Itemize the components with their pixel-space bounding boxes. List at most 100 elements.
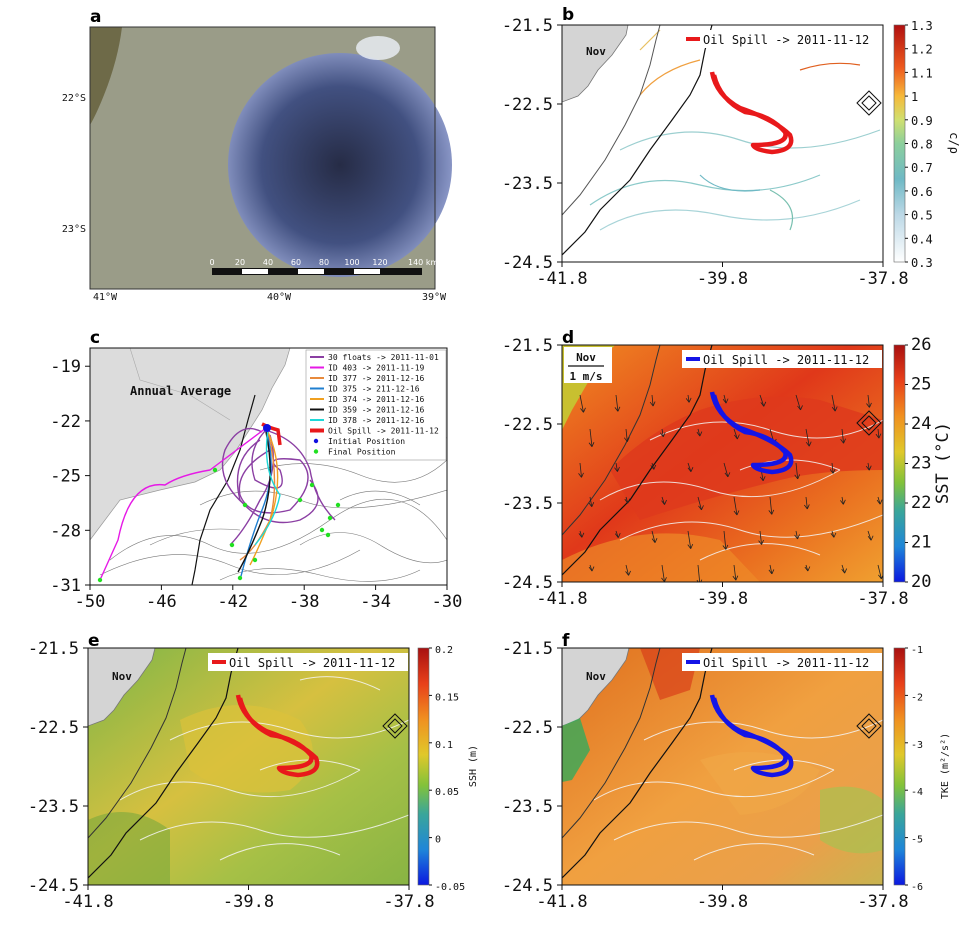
velocity-arrowhead — [588, 442, 595, 447]
x-tick-label: -39.8 — [697, 892, 748, 912]
velocity-arrowhead — [794, 474, 801, 480]
colorbar-label: SSH (m) — [468, 745, 479, 787]
velocity-arrow — [841, 564, 846, 574]
y-tick-label: -22.5 — [502, 95, 553, 115]
velocity-arrow — [697, 564, 701, 582]
velocity-arrowhead — [867, 535, 874, 541]
land — [88, 648, 156, 727]
scale-bar-label: 0 — [209, 258, 214, 267]
y-tick-label: -23.5 — [502, 174, 553, 194]
velocity-arrow — [687, 394, 690, 403]
coastline-land — [90, 27, 122, 125]
y-tick-label: -23.5 — [502, 494, 553, 514]
velocity-arrowhead — [722, 398, 729, 404]
colorbar-tick-label: 0 — [435, 835, 441, 846]
legend-label: Oil Spill -> 2011-11-12 — [328, 427, 439, 436]
month-label: Nov — [586, 45, 606, 58]
legend-label: 30 floats -> 2011-11-01 — [328, 353, 439, 362]
radar-footprint — [228, 53, 452, 277]
colorbar-tick-label: -0.05 — [435, 882, 465, 893]
velocity-arrow — [805, 428, 810, 447]
velocity-arrowhead — [685, 397, 692, 403]
velocity-arrowhead — [588, 502, 595, 507]
velocity-arrow — [723, 462, 729, 477]
velocity-arrowhead — [794, 534, 800, 540]
velocity-arrow — [723, 530, 727, 550]
legend-label: Oil Spill -> 2011-11-12 — [703, 33, 869, 47]
scale-bar-label: 60 — [291, 258, 301, 267]
velocity-arrowhead — [588, 566, 595, 572]
colorbar-tick-label: 0.15 — [435, 692, 459, 703]
panel-e: Nov Oil Spill -> 2011-11-12 e -41.8 -39.8… — [28, 631, 479, 912]
y-tick-label: -21.5 — [502, 639, 553, 659]
velocity-arrow — [867, 530, 872, 541]
cloud — [356, 36, 400, 60]
scale-bar-label: 40 — [263, 258, 273, 267]
velocity-arrow — [615, 394, 619, 412]
colorbar — [893, 647, 906, 886]
velocity-arrow — [877, 496, 881, 505]
legend-label: Final Position — [328, 448, 396, 457]
colorbar-tick-label: 25 — [911, 375, 931, 395]
velocity-arrow — [651, 462, 655, 470]
y-tick-label: -24.5 — [502, 573, 553, 593]
y-tick-label: -24.5 — [502, 253, 553, 273]
float-trajectories — [99, 427, 336, 581]
velocity-arrowhead — [768, 569, 775, 575]
velocity-arrowhead — [841, 568, 848, 574]
oil-spill-trajectory — [235, 694, 320, 778]
isobath — [562, 345, 713, 576]
panel-label: b — [562, 5, 574, 25]
velocity-arrowhead — [624, 498, 631, 504]
colorbar-tick-label: 24 — [911, 414, 931, 434]
velocity-arrowhead — [804, 566, 811, 572]
colorbar-tick-label: 0.4 — [911, 232, 933, 246]
panel-label: e — [88, 631, 100, 651]
legend-label: ID 374 -> 2011-12-16 — [328, 395, 425, 404]
velocity-arrow — [589, 496, 593, 507]
colorbar-tick-label: 0.7 — [911, 161, 933, 175]
velocity-arrow — [651, 530, 656, 543]
colorbar-label: SST (°C) — [933, 422, 953, 504]
velocity-arrow — [841, 496, 844, 505]
y-tick-label: -22 — [50, 412, 81, 432]
legend-box — [682, 30, 882, 48]
y-tick-label: -22.5 — [502, 718, 553, 738]
colorbar-tick-label: 1 — [911, 90, 918, 104]
panel-label: d — [562, 328, 574, 348]
scale-box — [564, 347, 612, 383]
month-label: Nov — [586, 670, 606, 683]
eddy-contours — [856, 713, 882, 739]
x-tick-label: -41.8 — [536, 589, 587, 609]
velocity-arrowhead — [829, 468, 836, 474]
velocity-arrow — [877, 428, 880, 439]
oil-spill-trajectory — [261, 422, 282, 446]
x-tick-label: -34 — [360, 592, 391, 612]
velocity-arrow — [579, 394, 584, 413]
final-position-markers — [97, 467, 341, 583]
colorbar-tick-label: 23 — [911, 454, 931, 474]
x-tick-label: -37.8 — [383, 892, 434, 912]
initial-position-marker — [263, 424, 271, 432]
velocity-arrow — [687, 530, 692, 549]
legend-marker — [313, 438, 319, 444]
y-tick-label: -24.5 — [502, 876, 553, 896]
velocity-arrow — [625, 428, 628, 442]
colorbar-tick-label: 0.6 — [911, 185, 933, 199]
velocity-arrow — [615, 462, 618, 472]
colorbar-tick-label: -2 — [911, 692, 923, 703]
velocity-arrow — [723, 394, 727, 404]
chart-title: Annual Average — [130, 384, 231, 398]
velocity-arrow — [795, 462, 799, 479]
velocity-arrowhead — [614, 406, 621, 412]
velocity-arrowhead — [614, 533, 621, 538]
x-tick-label: -37.8 — [857, 892, 908, 912]
velocity-arrow — [769, 564, 773, 574]
velocity-arrowhead — [878, 574, 883, 580]
legend-label: Oil Spill -> 2011-11-12 — [229, 656, 395, 670]
velocity-arrowhead — [758, 539, 764, 545]
colorbar-tick-label: 22 — [911, 493, 931, 513]
velocity-arrow — [795, 530, 798, 540]
velocity-arrow — [805, 496, 808, 509]
